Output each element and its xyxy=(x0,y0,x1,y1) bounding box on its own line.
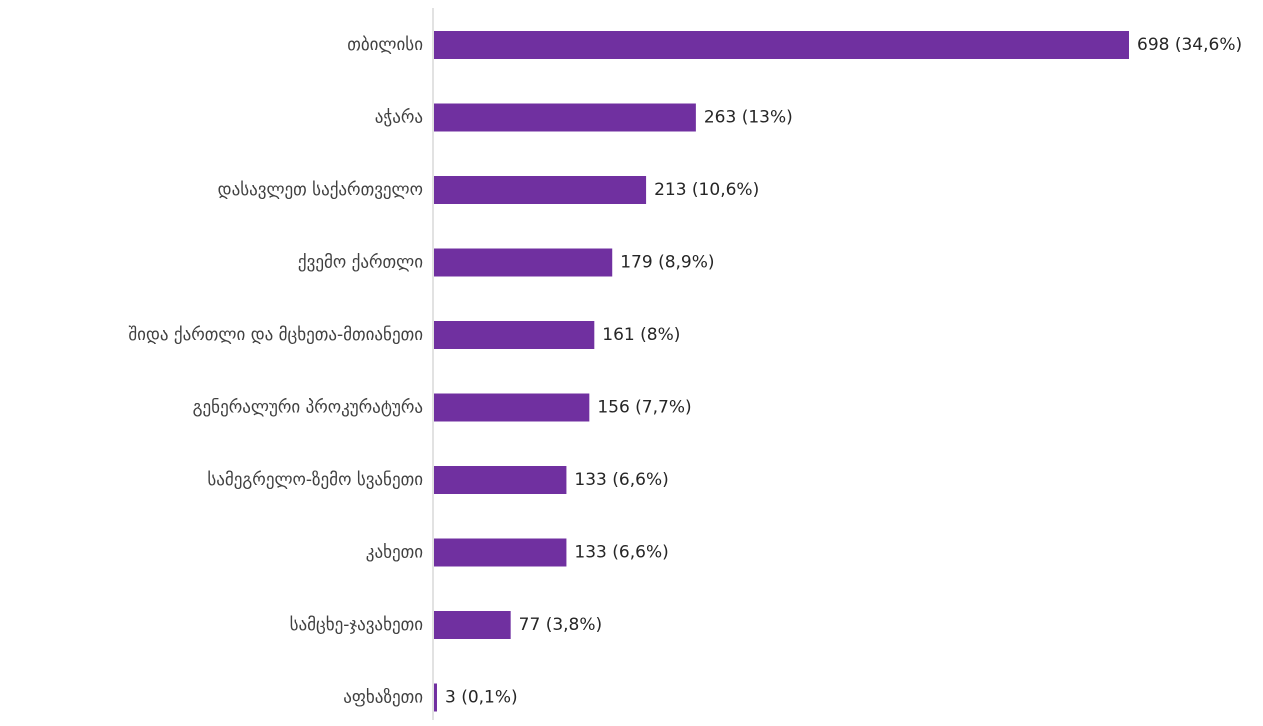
data-label: 133 (6,6%) xyxy=(574,543,668,563)
data-label: 77 (3,8%) xyxy=(519,615,603,635)
data-label: 161 (8%) xyxy=(602,325,680,345)
data-labels: 698 (34,6%) 263 (13%) 213 (10,6%) 179 (8,9%… xyxy=(445,35,1242,708)
data-label: 698 (34,6%) xyxy=(1137,35,1242,55)
bar xyxy=(434,31,1129,59)
bar xyxy=(434,538,567,567)
category-label: შიდა ქართლი და მცხეთა-მთიანეთი xyxy=(128,325,423,345)
data-label: 263 (13%) xyxy=(704,108,793,128)
category-label: სამეგრელო-ზემო სვანეთი xyxy=(207,470,423,490)
category-labels: თბილისი აჭარა დასავლეთ საქართველო ქვემო ქარ… xyxy=(128,35,423,708)
category-label: გენერალური პროკურატურა xyxy=(193,398,423,418)
bar xyxy=(434,321,595,349)
category-label: სამცხე-ჯავახეთი xyxy=(290,615,423,635)
bar xyxy=(434,176,647,204)
bar xyxy=(434,683,437,712)
category-label: თბილისი xyxy=(347,35,423,55)
bar xyxy=(434,466,567,494)
category-label: აფხაზეთი xyxy=(343,688,423,708)
category-label: ქვემო ქართლი xyxy=(298,253,423,273)
category-label: დასავლეთ საქართველო xyxy=(218,180,423,200)
data-label: 179 (8,9%) xyxy=(620,253,714,273)
bar xyxy=(434,103,696,132)
data-label: 3 (0,1%) xyxy=(445,688,518,708)
bar xyxy=(434,393,590,422)
data-label: 156 (7,7%) xyxy=(597,398,691,418)
bar xyxy=(434,611,511,639)
bar xyxy=(434,248,613,277)
bars xyxy=(434,31,1129,712)
category-label: კახეთი xyxy=(366,543,423,563)
category-label: აჭარა xyxy=(375,108,423,128)
data-label: 213 (10,6%) xyxy=(654,180,759,200)
data-label: 133 (6,6%) xyxy=(574,470,668,490)
